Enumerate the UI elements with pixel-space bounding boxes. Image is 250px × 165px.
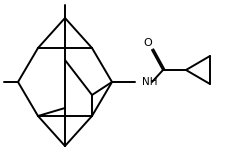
Text: O: O	[143, 38, 152, 48]
Text: NH: NH	[142, 77, 157, 87]
